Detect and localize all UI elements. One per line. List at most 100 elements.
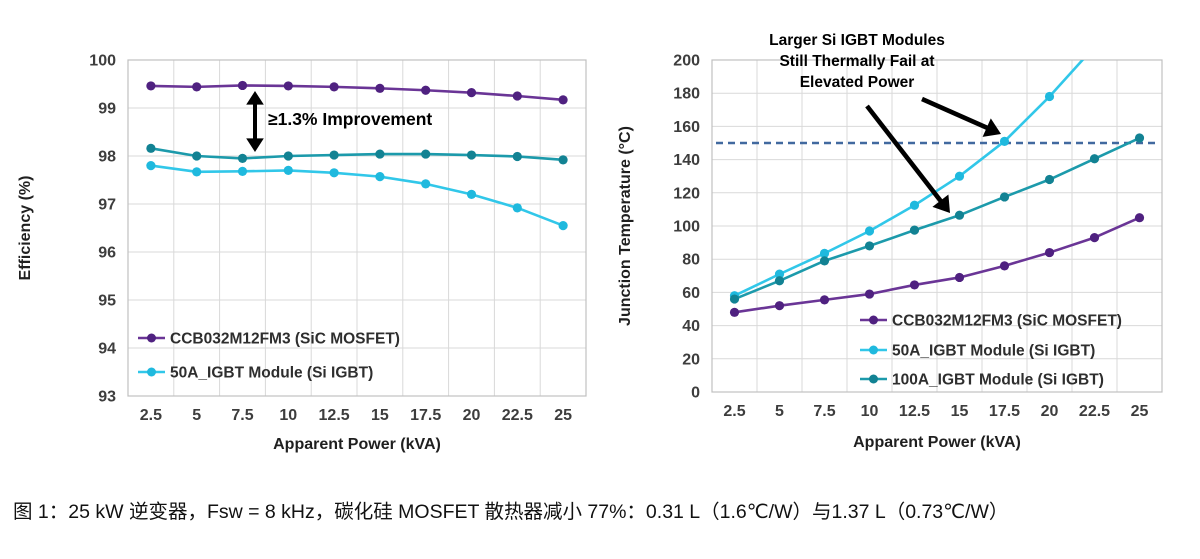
data-point-marker: [729, 294, 740, 304]
plot-border: [711, 59, 1163, 393]
arrow-shaft: [921, 96, 990, 131]
y-tick-label: 180: [673, 86, 700, 103]
data-point-marker: [146, 143, 156, 153]
data-point-marker: [283, 165, 293, 175]
data-point-marker: [329, 168, 339, 178]
data-point-marker: [774, 301, 785, 311]
data-point-marker: [421, 179, 431, 189]
data-point-marker: [558, 221, 568, 231]
warning-label-line: Still Thermally Fail at: [779, 53, 934, 70]
data-point-marker: [421, 149, 431, 159]
data-point-marker: [466, 189, 477, 199]
data-point-marker: [999, 192, 1010, 202]
data-point-marker: [819, 256, 830, 266]
y-tick-label: 97: [98, 197, 116, 214]
efficiency-chart-svg: 93 94 95 96 97 98 99 100 2.5 5 7.5 10 12.5 15 17.5 20 22…: [17, 53, 587, 453]
data-point-marker: [999, 136, 1010, 146]
y-tick-label: 93: [98, 389, 116, 406]
x-tick-label: 10: [861, 403, 879, 420]
x-tick-label: 12.5: [319, 407, 350, 424]
y-tick-label: 20: [682, 351, 700, 368]
y-tick-label: 94: [98, 341, 116, 358]
legend-label: CCB032M12FM3 (SiC MOSFET): [892, 313, 1122, 330]
x-tick-label: 22.5: [1079, 403, 1110, 420]
data-point-marker: [729, 307, 740, 317]
x-axis-labels: 2.5 5 7.5 10 12.5 15 17.5 20 22.5 25: [723, 403, 1148, 420]
data-point-marker: [421, 85, 431, 95]
data-point-marker: [329, 82, 339, 92]
x-tick-label: 5: [775, 403, 784, 420]
legend-swatch-marker: [869, 374, 878, 384]
legend-label: 50A_IGBT Module (Si IGBT): [170, 365, 373, 382]
series-100a-igbt-module-si-igbt: [729, 133, 1145, 304]
legend: CCB032M12FM3 (SiC MOSFET) 50A_IGBT Module…: [138, 331, 400, 382]
figure-caption: 图 1：25 kW 逆变器，Fsw = 8 kHz，碳化硅 MOSFET 散热器…: [13, 501, 1009, 523]
data-point-marker: [864, 226, 875, 236]
x-axis-labels: 2.5 5 7.5 10 12.5 15 17.5 20 22.5 25: [140, 407, 572, 424]
legend-item-50a-igbt-module-si-igbt: 50A_IGBT Module (Si IGBT): [138, 365, 373, 382]
y-axis-labels: 0 20 40 60 80 100 120 140 160 180 200: [673, 53, 700, 402]
data-point-marker: [192, 167, 202, 177]
data-point-marker: [512, 151, 522, 162]
data-point-marker: [512, 91, 522, 101]
data-point-marker: [237, 153, 248, 163]
data-point-marker: [909, 200, 920, 210]
x-tick-label: 22.5: [502, 407, 533, 424]
annotation: ≥1.3% Improvement: [246, 91, 432, 152]
data-point-marker: [1044, 91, 1055, 102]
y-tick-label: 99: [98, 101, 116, 118]
warning-label-line: Elevated Power: [800, 74, 915, 91]
junction-temperature-chart-svg: 0 20 40 60 80 100 120 140 160 180 200 2.5 5 7.5 10 12.5…: [617, 32, 1163, 451]
y-tick-label: 40: [682, 318, 700, 335]
data-point-marker: [864, 289, 875, 299]
legend-swatch-marker: [869, 345, 878, 355]
x-tick-label: 15: [371, 407, 389, 424]
y-tick-label: 80: [682, 252, 700, 269]
x-tick-label: 7.5: [231, 407, 253, 424]
arrowhead: [982, 118, 1001, 137]
plot-border: [127, 59, 587, 397]
legend-item-100a-igbt-module-si-igbt: 100A_IGBT Module (Si IGBT): [860, 372, 1104, 389]
series-line: [734, 216, 1141, 314]
legend-swatch-marker: [147, 333, 156, 343]
data-point-marker: [1089, 154, 1100, 164]
data-point-marker: [558, 155, 568, 165]
series-50a-igbt-module-si-igbt: [729, 60, 1085, 301]
series-line: [150, 164, 564, 227]
data-point-marker: [146, 161, 156, 171]
legend-label: 50A_IGBT Module (Si IGBT): [892, 343, 1095, 360]
legend-label: CCB032M12FM3 (SiC MOSFET): [170, 331, 400, 348]
y-tick-label: 60: [682, 285, 700, 302]
y-axis-title: Efficiency (%): [17, 176, 34, 281]
data-point-marker: [1134, 213, 1145, 223]
legend-label: 100A_IGBT Module (Si IGBT): [892, 372, 1104, 389]
data-point-marker: [864, 241, 875, 251]
data-point-marker: [192, 82, 202, 92]
series-100a-igbt-module-si-igbt: [146, 143, 568, 165]
data-point-marker: [237, 80, 248, 91]
y-tick-label: 96: [98, 245, 116, 262]
arrow-shaft: [865, 104, 944, 204]
data-point-marker: [909, 225, 920, 235]
data-point-marker: [283, 81, 293, 91]
improvement-label: ≥1.3% Improvement: [268, 109, 432, 129]
arrowhead: [932, 194, 950, 213]
arrowhead: [246, 91, 264, 105]
x-tick-label: 20: [1041, 403, 1059, 420]
y-tick-label: 140: [673, 152, 700, 169]
warning-label-line: Larger Si IGBT Modules: [769, 32, 945, 49]
legend-swatch-marker: [147, 367, 156, 377]
x-axis-title: Apparent Power (kVA): [853, 434, 1021, 451]
series-line: [734, 136, 1141, 301]
annotation: Larger Si IGBT Modules Still Thermally Fa…: [769, 32, 1001, 213]
x-tick-label: 2.5: [723, 403, 745, 420]
arrowhead: [246, 138, 264, 152]
y-axis-title: Junction Temperature (°C): [617, 126, 634, 326]
data-point-marker: [954, 272, 965, 283]
x-tick-label: 5: [192, 407, 201, 424]
series-ccb032m12fm3-sic-mosfet: [146, 80, 568, 105]
data-point-marker: [774, 276, 785, 286]
y-axis-labels: 93 94 95 96 97 98 99 100: [89, 53, 116, 406]
legend: CCB032M12FM3 (SiC MOSFET) 50A_IGBT Module…: [860, 313, 1122, 389]
data-point-marker: [819, 248, 830, 258]
